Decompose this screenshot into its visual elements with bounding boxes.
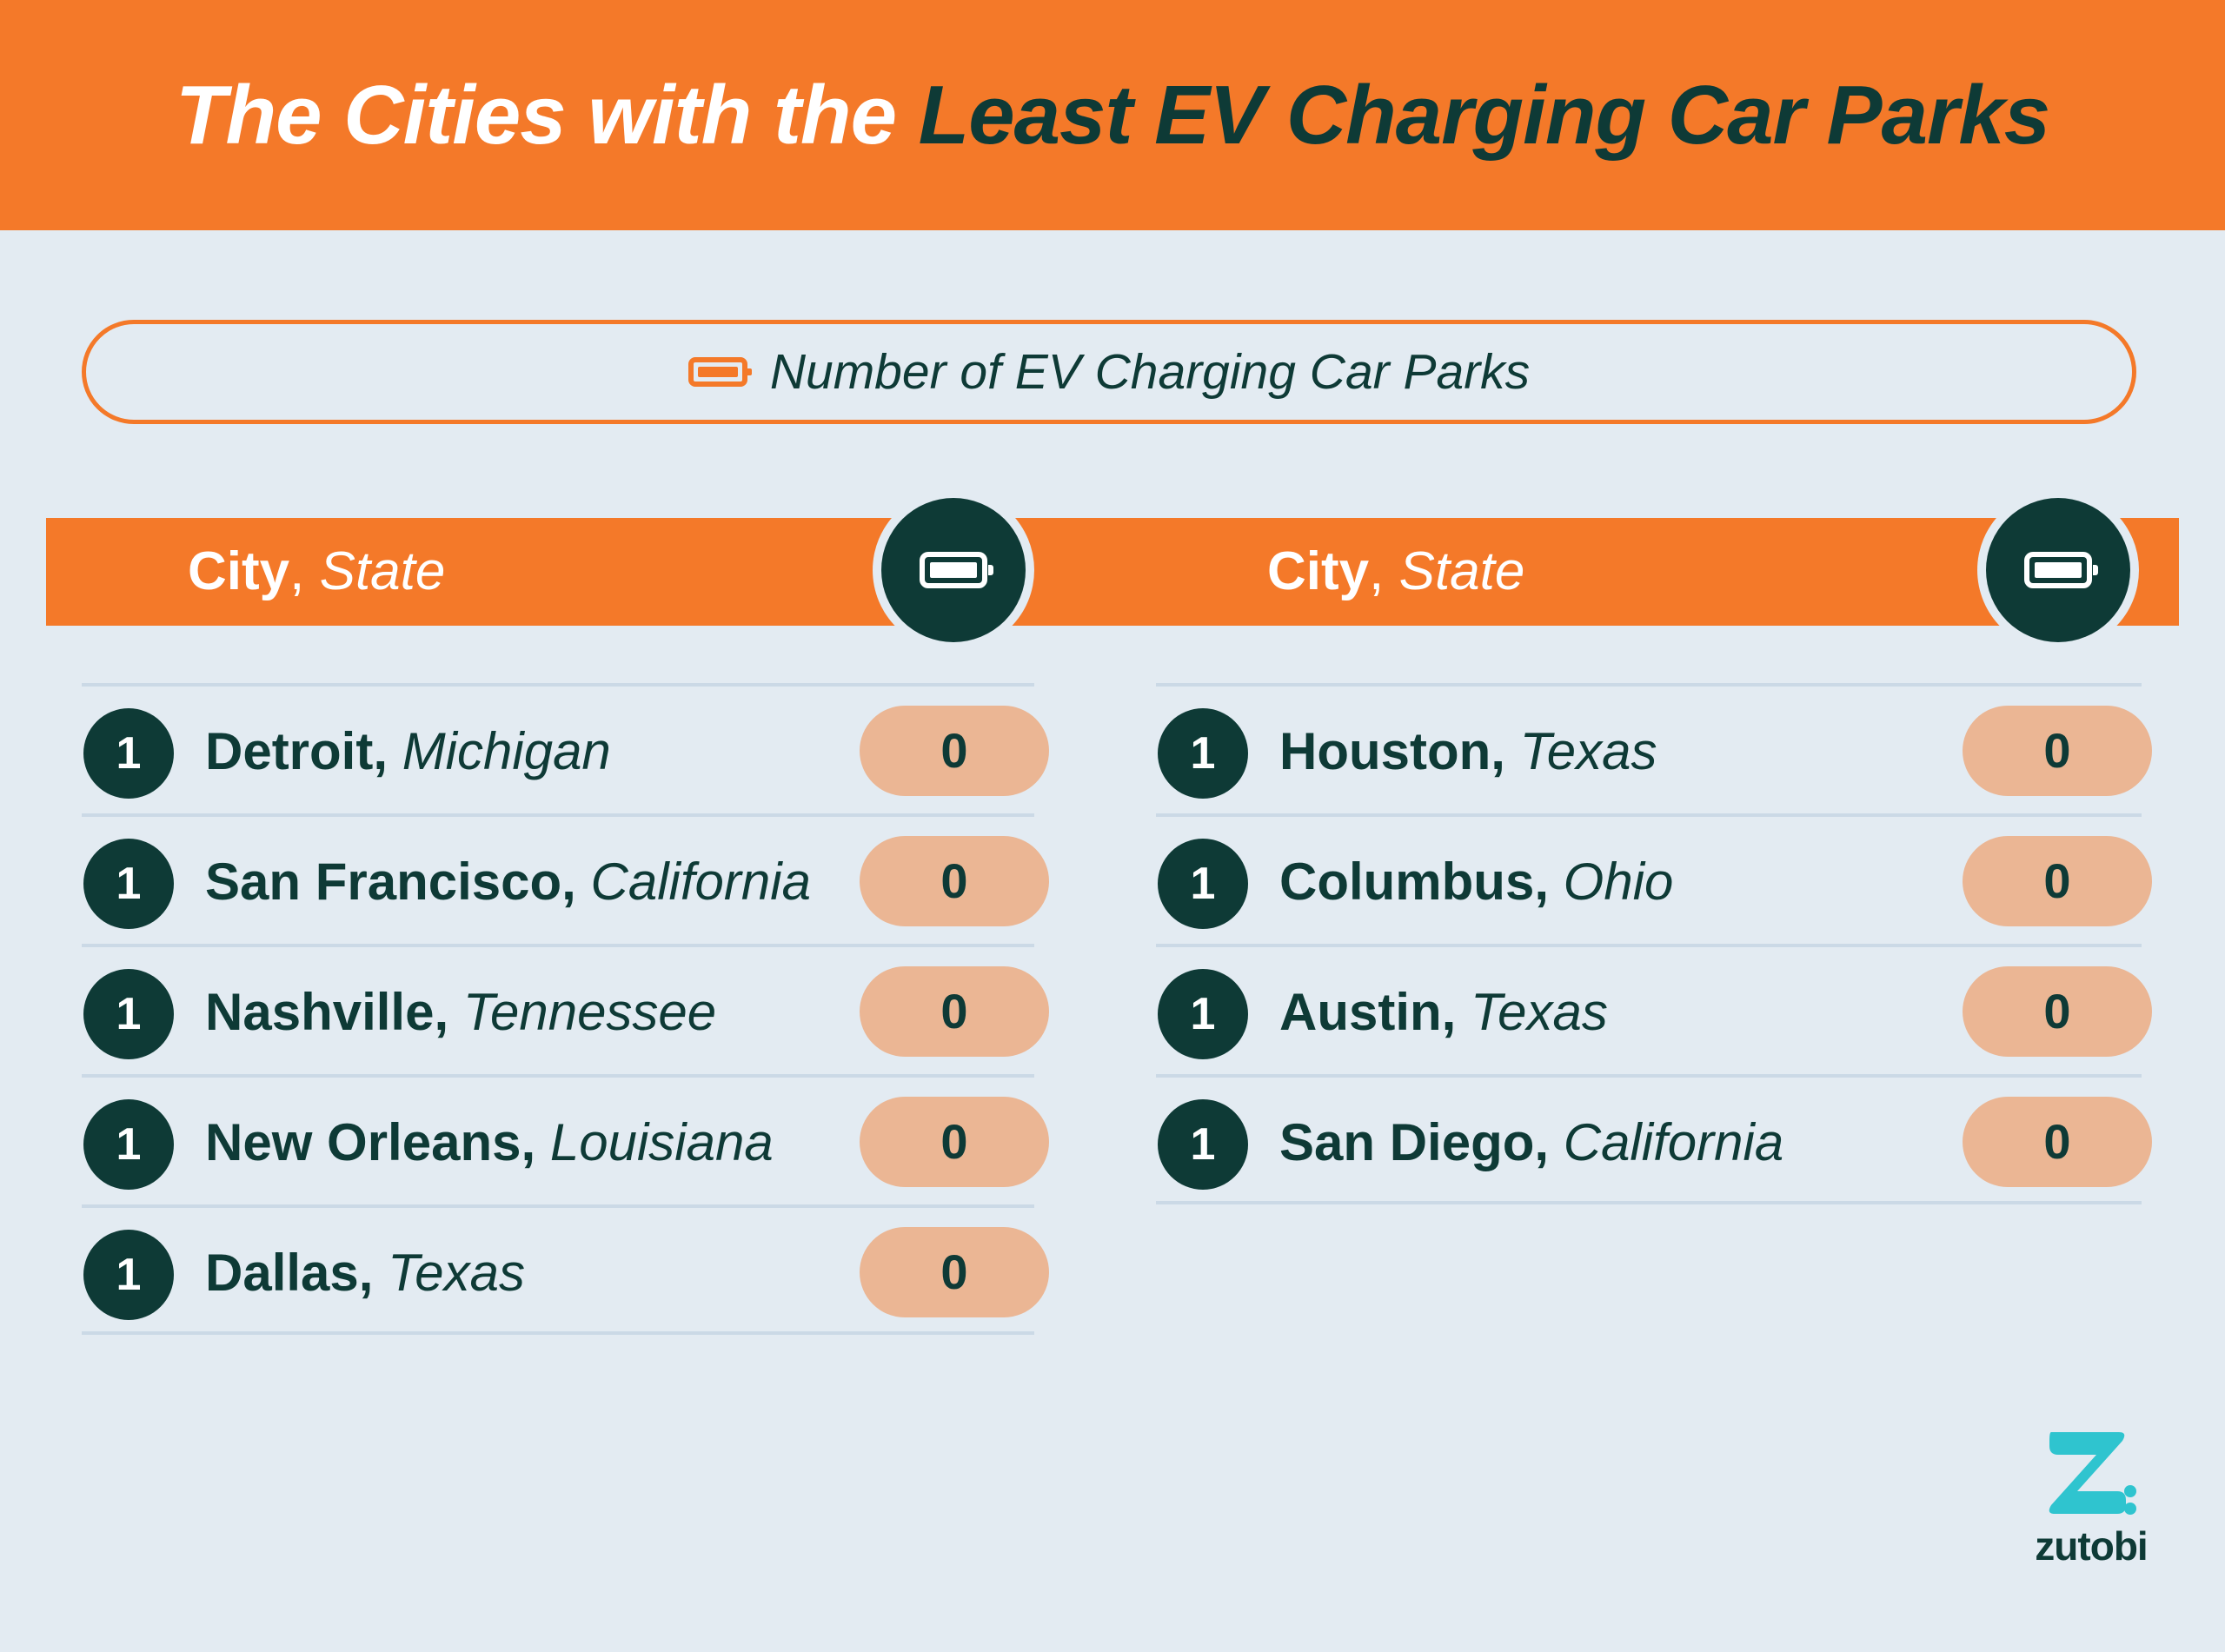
zutobi-logo: zutobi — [2030, 1425, 2152, 1573]
rank-badge: 1 — [83, 839, 174, 929]
value-pill: 0 — [1963, 706, 2152, 796]
battery-icon — [687, 357, 752, 387]
city-state: Columbus, Ohio — [1279, 843, 1673, 921]
title-part-1: The Cities with the — [175, 68, 919, 162]
zutobi-z-mark — [2049, 1432, 2136, 1515]
table-row: 1 San Francisco, California 0 — [82, 813, 1049, 944]
separator: , — [1441, 983, 1471, 1041]
city-state: Houston, Texas — [1279, 713, 1657, 791]
state-header: State — [319, 541, 446, 601]
page-title: The Cities with the Least EV Charging Ca… — [175, 68, 2050, 163]
separator: , — [1534, 1113, 1564, 1171]
battery-icon — [920, 552, 993, 588]
rank-badge: 1 — [1158, 708, 1248, 799]
state-name: California — [1563, 1113, 1784, 1171]
city-state: San Francisco, California — [205, 843, 811, 921]
state-name: Louisiana — [549, 1113, 774, 1171]
city-state: Detroit, Michigan — [205, 713, 611, 791]
city-header: City — [188, 541, 290, 601]
city-state: Austin, Texas — [1279, 973, 1608, 1052]
table-row: 1 Detroit, Michigan 0 — [82, 683, 1049, 813]
state-name: Tennessee — [462, 983, 717, 1041]
city-name: Nashville — [205, 983, 435, 1041]
column-header-right: City, State — [1267, 537, 1524, 607]
legend-label: Number of EV Charging Car Parks — [769, 344, 1531, 400]
table-row: 1 Nashville, Tennessee 0 — [82, 944, 1049, 1074]
city-name: Columbus — [1279, 853, 1535, 911]
separator: , — [1534, 853, 1564, 911]
right-table: 1 Houston, Texas 0 1 Columbus, Ohio 0 1 … — [1156, 683, 2152, 1204]
column-header-left: City, State — [188, 537, 445, 607]
table-row: 1 New Orleans, Louisiana 0 — [82, 1074, 1049, 1204]
city-state: Dallas, Texas — [205, 1234, 525, 1312]
value-pill: 0 — [1963, 1097, 2152, 1187]
rank-badge: 1 — [83, 708, 174, 799]
header-separator: , — [1369, 541, 1399, 601]
separator: , — [561, 853, 591, 911]
city-state: San Diego, California — [1279, 1104, 1783, 1182]
title-part-2: Least EV Charging Car Parks — [918, 68, 2050, 162]
city-state: New Orleans, Louisiana — [205, 1104, 774, 1182]
city-name: Houston — [1279, 722, 1491, 780]
rank-badge: 1 — [83, 969, 174, 1059]
value-pill: 0 — [1963, 966, 2152, 1057]
city-state: Nashville, Tennessee — [205, 973, 716, 1052]
state-name: Texas — [1471, 983, 1608, 1041]
separator: , — [434, 983, 463, 1041]
table-row: 1 Austin, Texas 0 — [1156, 944, 2152, 1074]
separator: , — [358, 1244, 389, 1302]
city-name: Austin — [1279, 983, 1442, 1041]
city-name: San Francisco — [205, 853, 562, 911]
rank-badge: 1 — [1158, 839, 1248, 929]
city-name: San Diego — [1279, 1113, 1535, 1171]
legend: Number of EV Charging Car Parks — [82, 320, 2136, 424]
state-name: Texas — [1519, 722, 1657, 780]
rank-badge: 1 — [83, 1099, 174, 1190]
logo-text: zutobi — [2035, 1523, 2148, 1569]
table-row: 1 San Diego, California 0 — [1156, 1074, 2152, 1204]
city-name: Detroit — [205, 722, 374, 780]
value-pill: 0 — [860, 1227, 1049, 1317]
city-name: New Orleans — [205, 1113, 521, 1171]
table-row: 1 Columbus, Ohio 0 — [1156, 813, 2152, 944]
value-pill: 0 — [1963, 836, 2152, 926]
separator: , — [373, 722, 402, 780]
table-row: 1 Houston, Texas 0 — [1156, 683, 2152, 813]
city-name: Dallas — [205, 1244, 359, 1302]
table-row: 1 Dallas, Texas 0 — [82, 1204, 1049, 1335]
value-pill: 0 — [860, 836, 1049, 926]
rank-badge: 1 — [1158, 1099, 1248, 1190]
rank-badge: 1 — [83, 1230, 174, 1320]
value-column-badge-left — [873, 489, 1034, 651]
separator: , — [521, 1113, 550, 1171]
state-name: Texas — [388, 1244, 526, 1302]
state-name: Michigan — [402, 722, 611, 780]
value-column-badge-right — [1977, 489, 2139, 651]
state-header: State — [1398, 541, 1525, 601]
city-header: City — [1267, 541, 1370, 601]
header-separator: , — [289, 541, 320, 601]
value-pill: 0 — [860, 1097, 1049, 1187]
state-name: California — [590, 853, 811, 911]
rank-badge: 1 — [1158, 969, 1248, 1059]
state-name: Ohio — [1563, 853, 1674, 911]
value-pill: 0 — [860, 706, 1049, 796]
value-pill: 0 — [860, 966, 1049, 1057]
battery-icon — [2024, 552, 2098, 588]
separator: , — [1491, 722, 1520, 780]
left-table: 1 Detroit, Michigan 0 1 San Francisco, C… — [82, 683, 1049, 1335]
header-banner: The Cities with the Least EV Charging Ca… — [0, 0, 2225, 230]
